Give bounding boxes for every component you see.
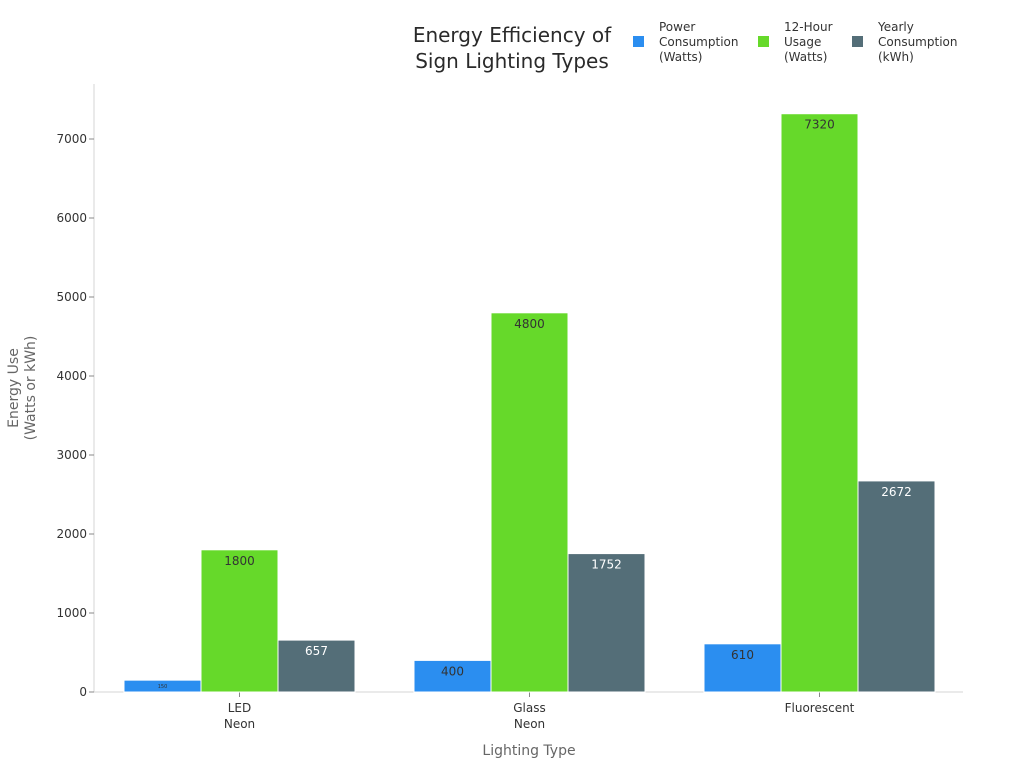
y-axis-label: Energy Use <box>6 348 22 428</box>
chart-bars <box>123 113 936 693</box>
legend-swatch <box>758 36 769 47</box>
legend-label: Consumption <box>878 35 957 49</box>
legend-label: (Watts) <box>784 50 827 64</box>
legend-label: Consumption <box>659 35 738 49</box>
y-tick-label: 4000 <box>56 369 87 383</box>
bar-value-label: 2672 <box>881 485 912 499</box>
bar <box>200 549 279 693</box>
chart-axes: 0 1000 2000 3000 4000 5000 6000 7000 LED Neon Glas… <box>6 84 963 759</box>
legend-label: Yearly <box>877 20 914 34</box>
y-tick-label: 0 <box>79 685 87 699</box>
y-tick-label: 3000 <box>56 448 87 462</box>
y-tick-label: 5000 <box>56 290 87 304</box>
x-tick-label: LED <box>228 701 252 715</box>
y-tick-label: 2000 <box>56 527 87 541</box>
bar-value-label: 1752 <box>591 558 622 572</box>
chart-title-line: Energy Efficiency of <box>413 23 612 47</box>
legend-label: 12-Hour <box>784 20 833 34</box>
bar-value-label: 400 <box>441 664 464 678</box>
chart-legend: PowerConsumption(Watts)12-HourUsage(Watt… <box>633 20 957 64</box>
legend-label: Usage <box>784 35 821 49</box>
bar-value-label: 4800 <box>514 317 545 331</box>
bar-value-label: 657 <box>305 644 328 658</box>
legend-swatch <box>852 36 863 47</box>
bar <box>857 480 936 693</box>
x-tick-label: Fluorescent <box>785 701 855 715</box>
y-tick-label: 7000 <box>56 132 87 146</box>
bar <box>277 639 356 693</box>
y-tick-label: 6000 <box>56 211 87 225</box>
chart-data-labels: 150 1800 657 400 4800 1752 610 7320 2672 <box>158 118 912 690</box>
bar <box>567 553 646 693</box>
bar <box>780 113 859 693</box>
x-tick-label: Glass <box>513 701 546 715</box>
legend-label: (kWh) <box>878 50 914 64</box>
x-tick-label: Neon <box>224 717 255 731</box>
legend-label: Power <box>659 20 695 34</box>
bar-value-label: 610 <box>731 648 754 662</box>
y-axis-label: (Watts or kWh) <box>23 336 39 441</box>
legend-swatch <box>633 36 644 47</box>
bar-value-label: 7320 <box>804 118 835 132</box>
bar <box>490 312 569 693</box>
bar-value-label: 1800 <box>224 554 255 568</box>
bar-value-label: 150 <box>158 684 168 690</box>
bar <box>413 659 492 693</box>
legend-label: (Watts) <box>659 50 702 64</box>
x-axis-label: Lighting Type <box>482 743 575 759</box>
x-tick-label: Neon <box>514 717 545 731</box>
chart-title-line: Sign Lighting Types <box>415 49 609 73</box>
bar <box>703 643 782 693</box>
y-tick-label: 1000 <box>56 606 87 620</box>
